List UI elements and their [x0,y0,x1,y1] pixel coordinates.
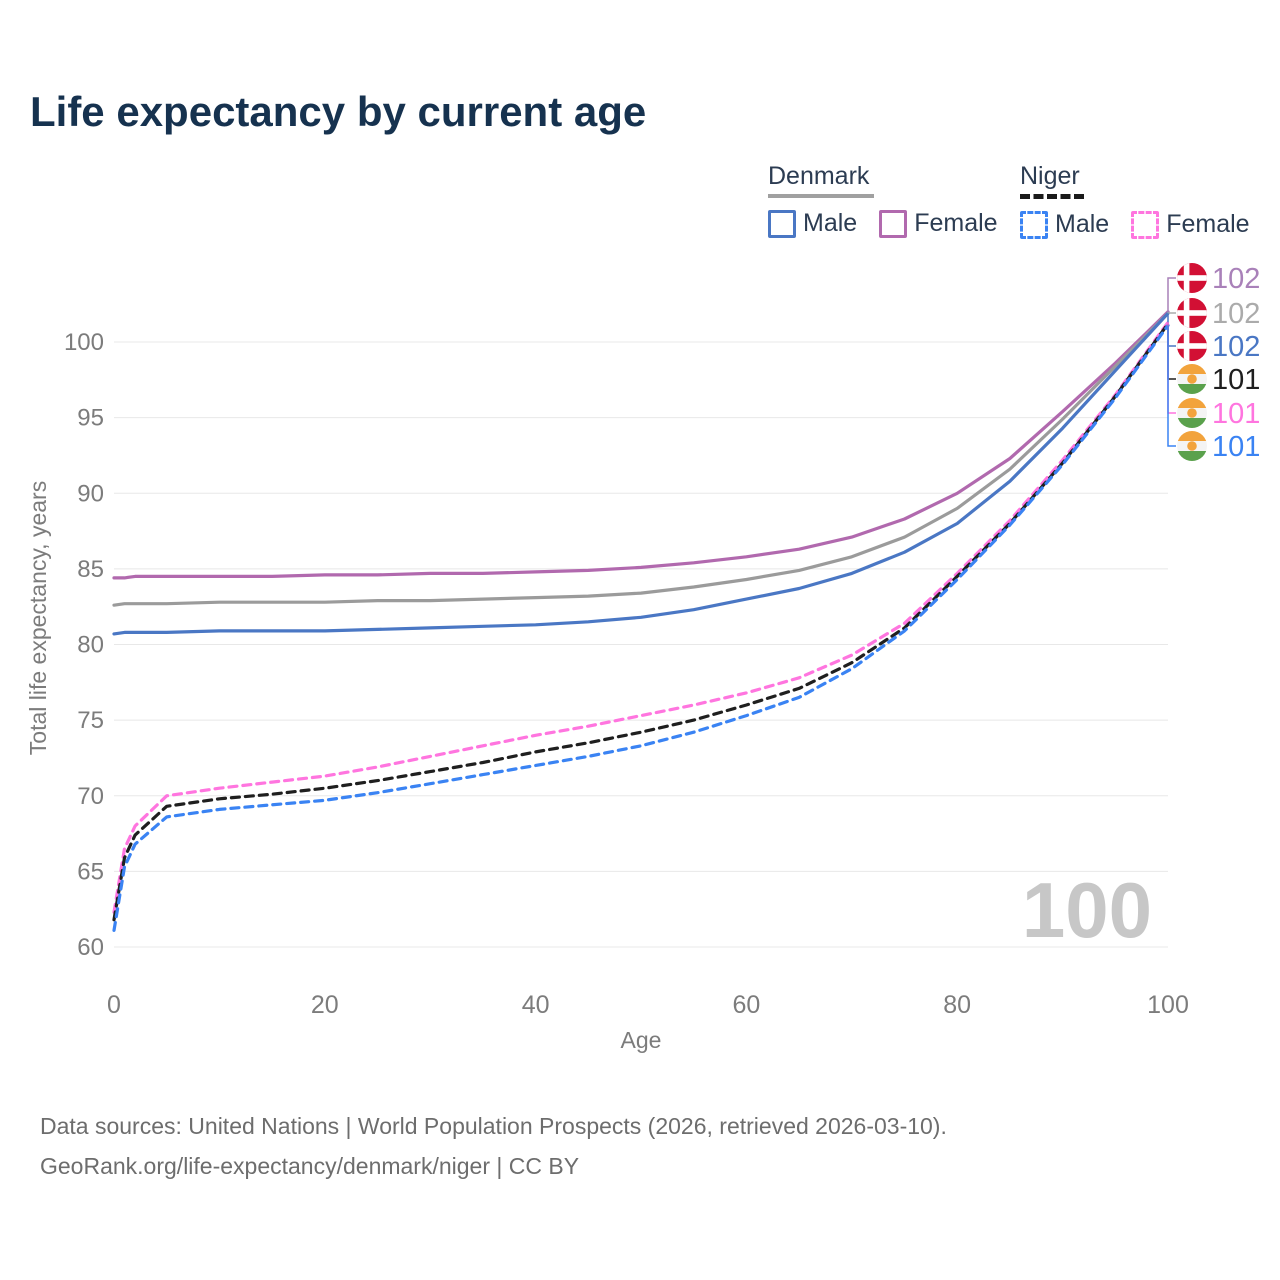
x-axis-title: Age [621,1027,662,1053]
legend-item-niger-female[interactable]: Female [1131,210,1250,239]
legend-label-niger-female: Female [1166,210,1250,238]
legend-label-niger-male: Male [1055,210,1110,238]
end-value-label-denmark-all: 102 [1212,298,1260,330]
y-tick-label: 100 [64,329,104,356]
series-line-denmark-male[interactable] [112,311,1170,636]
legend-group-denmark: Denmark Male Female [768,162,998,238]
y-tick-label: 60 [77,934,104,961]
legend-item-niger-male[interactable]: Male [1020,210,1109,239]
end-label-connector-niger-female [1167,322,1176,414]
niger-line-style-swatch [1020,194,1084,199]
series-line-niger-female[interactable] [112,320,1170,914]
attribution-line: GeoRank.org/life-expectancy/denmark/nige… [40,1153,580,1179]
x-tick-label: 0 [107,991,121,1019]
end-label-connector-denmark-male [1167,313,1176,347]
y-tick-label: 75 [77,707,104,734]
y-tick-label: 95 [77,405,104,432]
y-tick-label: 65 [77,858,104,885]
end-value-label-niger-male: 101 [1212,431,1260,463]
denmark-flag-icon [1177,331,1207,361]
x-tick-label: 20 [311,991,339,1019]
niger-female-swatch-icon [1131,210,1160,239]
series-line-niger-all[interactable] [112,322,1170,922]
end-label-connector-niger-all [1167,323,1176,380]
end-label-connector-niger-male [1167,325,1176,447]
x-tick-label: 100 [1147,991,1189,1019]
legend-label-denmark-male: Male [803,209,858,237]
denmark-male-swatch-icon [768,209,796,238]
end-label-connector-denmark-female [1167,277,1176,312]
legend-item-denmark-female[interactable]: Female [879,209,998,238]
legend-item-denmark-male[interactable]: Male [768,209,857,238]
y-tick-label: 85 [77,556,104,583]
series-line-denmark-all[interactable] [112,311,1170,607]
niger-male-swatch-icon [1020,210,1048,239]
series-line-denmark-female[interactable] [112,310,1170,580]
niger-flag-icon [1177,398,1207,428]
niger-flag-icon [1177,364,1207,394]
y-tick-label: 70 [77,783,104,810]
end-value-label-niger-all: 101 [1212,364,1260,396]
denmark-line-style-swatch [768,194,874,198]
y-tick-label: 90 [77,480,104,507]
niger-flag-icon [1177,431,1207,461]
series-line-niger-male[interactable] [112,323,1170,933]
x-tick-label: 40 [522,991,550,1019]
denmark-flag-icon [1177,263,1207,293]
y-tick-label: 80 [77,632,104,659]
chart-footer: Data sources: United Nations | World Pop… [40,1106,947,1186]
end-value-label-denmark-male: 102 [1212,331,1260,363]
x-tick-label: 60 [732,991,760,1019]
age-watermark: 100 [1022,866,1152,954]
page-title: Life expectancy by current age [30,88,647,135]
end-value-label-denmark-female: 102 [1212,263,1260,295]
y-axis-title: Total life expectancy, years [25,481,51,755]
end-value-label-niger-female: 101 [1212,398,1260,430]
legend-group-niger: Niger Male Female [1020,162,1250,239]
legend-label-denmark-female: Female [914,209,998,237]
x-tick-label: 80 [943,991,971,1019]
denmark-female-swatch-icon [879,209,908,238]
denmark-flag-icon [1177,298,1207,328]
legend-country-denmark[interactable]: Denmark [768,162,870,190]
data-sources-line: Data sources: United Nations | World Pop… [40,1113,947,1139]
legend-country-niger[interactable]: Niger [1020,162,1080,190]
